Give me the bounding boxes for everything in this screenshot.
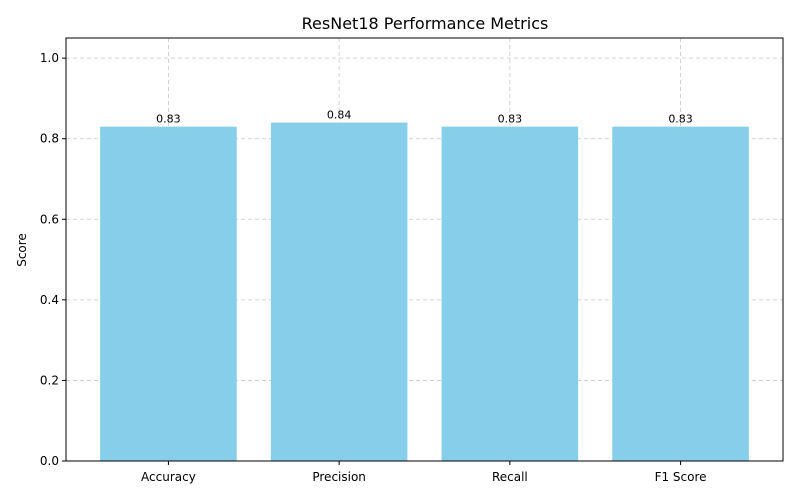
bar-value-label: 0.83: [668, 113, 693, 126]
y-axis-label: Score: [15, 233, 29, 267]
y-tick-label: 0.8: [40, 132, 59, 146]
bars: [100, 122, 749, 461]
bar-value-label: 0.84: [327, 109, 352, 122]
x-tick-label: Accuracy: [141, 470, 196, 484]
y-tick-label: 0.6: [40, 212, 59, 226]
y-tick-label: 0.2: [40, 373, 59, 387]
y-tick-label: 1.0: [40, 51, 59, 65]
y-axis-ticks: 0.0 0.2 0.4 0.6 0.8 1.0: [40, 51, 66, 468]
plot-frame: [65, 37, 784, 462]
x-gridlines: [168, 38, 681, 461]
y-tick-label: 0.0: [40, 454, 59, 468]
chart-title: ResNet18 Performance Metrics: [302, 14, 549, 33]
bar-value-label: 0.83: [156, 113, 181, 126]
bar-accuracy: [100, 126, 237, 461]
x-tick-label: F1 Score: [655, 470, 707, 484]
bar-precision: [270, 122, 408, 461]
bar-recall: [441, 126, 579, 461]
bar-f1-score: [612, 126, 749, 461]
bar-value-labels: 0.83 0.84 0.83 0.83: [156, 109, 693, 126]
x-tick-label: Recall: [492, 470, 528, 484]
x-tick-label: Precision: [312, 470, 366, 484]
x-axis-ticks: Accuracy Precision Recall F1 Score: [141, 461, 707, 484]
y-tick-label: 0.4: [40, 293, 59, 307]
bar-value-label: 0.83: [498, 113, 523, 126]
